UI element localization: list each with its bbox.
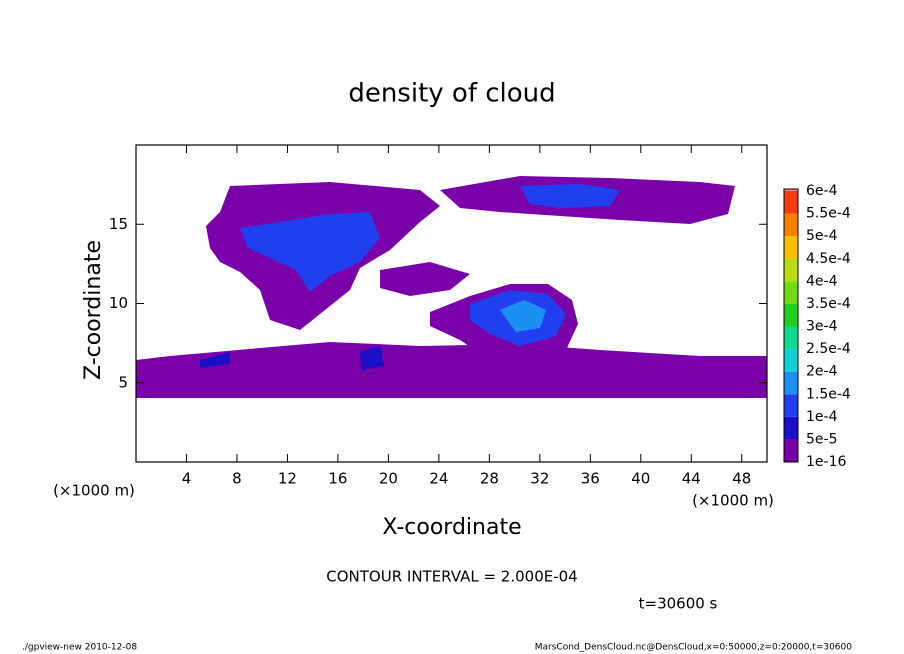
colorbar-label: 4e-4 [806, 273, 838, 289]
colorbar-label: 2e-4 [806, 364, 838, 380]
colorbar-swatch [784, 213, 798, 237]
colorbar-swatch [784, 349, 798, 372]
x-tick-label: 16 [328, 470, 347, 488]
x-tick-label: 28 [480, 470, 499, 488]
colorbar-swatch [784, 416, 798, 440]
colorbar-label: 1e-16 [806, 454, 846, 470]
x-tick-label: 8 [232, 470, 242, 488]
x-tick-label: 4 [182, 470, 192, 488]
colorbar-label: 2.5e-4 [806, 341, 851, 357]
footer-right: MarsCond_DensCloud.nc@DensCloud,x=0:5000… [535, 643, 852, 653]
colorbar-label: 5.5e-4 [806, 206, 851, 222]
x-tick-label: 36 [581, 470, 600, 488]
y-axis-label: Z-coordinate [81, 240, 106, 380]
colorbar-label: 6e-4 [806, 183, 838, 199]
colorbar-swatch [784, 281, 798, 304]
x-tick-label: 32 [530, 470, 549, 488]
x-tick-label: 12 [278, 470, 297, 488]
colorbar-swatch [784, 189, 798, 191]
cloud-field [136, 176, 767, 398]
x-tick-label: 24 [429, 470, 448, 488]
colorbar-swatch [784, 303, 798, 327]
colorbar-swatch [784, 439, 798, 462]
colorbar-swatch [784, 191, 798, 214]
y-tick-label: 15 [109, 215, 128, 233]
x-tick-label: 48 [732, 470, 751, 488]
colorbar-frame [783, 188, 799, 463]
colorbar-label: 5e-4 [806, 228, 838, 244]
colorbar-swatch [784, 326, 798, 350]
colorbar-label: 5e-5 [806, 431, 837, 447]
colorbar-swatch [784, 236, 798, 259]
colorbar-label: 1.5e-4 [806, 386, 851, 402]
x-axis-label: X-coordinate [382, 515, 521, 540]
colorbar-label: 3.5e-4 [806, 296, 851, 312]
x-unit-right: (×1000 m) [692, 492, 774, 510]
x-tick-label: 40 [631, 470, 650, 488]
colorbar-label: 4.5e-4 [806, 251, 851, 267]
y-tick-label: 5 [118, 373, 128, 391]
y-tick-label: 10 [109, 294, 128, 312]
colorbar-swatch [784, 371, 798, 395]
time-label: t=30600 s [639, 595, 718, 613]
chart-title: density of cloud [348, 79, 555, 109]
x-unit-left: (×1000 m) [53, 482, 135, 500]
colorbar-label: 3e-4 [806, 319, 838, 335]
colorbar-swatch [784, 394, 798, 417]
contour-interval: CONTOUR INTERVAL = 2.000E-04 [326, 568, 577, 586]
x-tick-label: 20 [379, 470, 398, 488]
colorbar-swatch [784, 258, 798, 282]
colorbar-label: 1e-4 [806, 409, 838, 425]
x-tick-label: 44 [682, 470, 701, 488]
footer-left: ./gpview-new 2010-12-08 [22, 643, 137, 653]
